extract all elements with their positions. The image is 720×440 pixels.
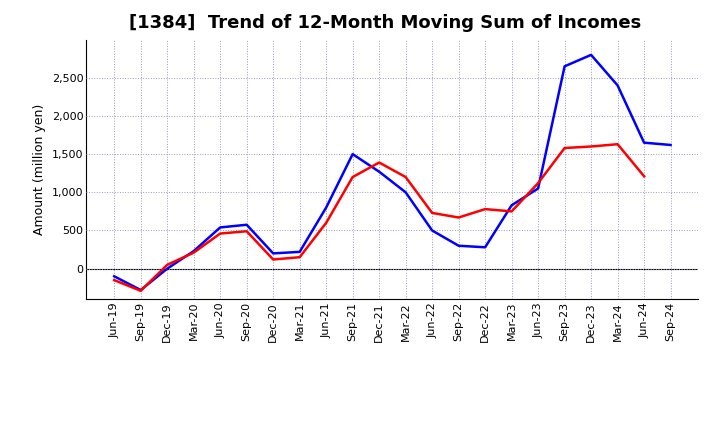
- Ordinary Income: [428, 228, 436, 233]
- Ordinary Income: [295, 249, 304, 254]
- Net Income: [534, 180, 542, 186]
- Ordinary Income: [481, 245, 490, 250]
- Ordinary Income: [666, 142, 675, 147]
- Line: Net Income: Net Income: [114, 144, 644, 291]
- Net Income: [560, 145, 569, 150]
- Net Income: [295, 255, 304, 260]
- Text: [1384]  Trend of 12-Month Moving Sum of Incomes: [1384] Trend of 12-Month Moving Sum of I…: [130, 15, 642, 33]
- Net Income: [269, 257, 277, 262]
- Ordinary Income: [110, 274, 119, 279]
- Ordinary Income: [243, 222, 251, 227]
- Ordinary Income: [560, 64, 569, 69]
- Ordinary Income: [508, 203, 516, 208]
- Net Income: [454, 215, 463, 220]
- Net Income: [348, 174, 357, 180]
- Net Income: [401, 174, 410, 180]
- Y-axis label: Amount (million yen): Amount (million yen): [33, 104, 47, 235]
- Ordinary Income: [269, 251, 277, 256]
- Ordinary Income: [322, 205, 330, 210]
- Net Income: [640, 174, 649, 179]
- Ordinary Income: [613, 83, 622, 88]
- Net Income: [322, 220, 330, 225]
- Ordinary Income: [454, 243, 463, 249]
- Ordinary Income: [348, 151, 357, 157]
- Ordinary Income: [640, 140, 649, 145]
- Ordinary Income: [401, 190, 410, 195]
- Net Income: [110, 278, 119, 283]
- Ordinary Income: [587, 52, 595, 58]
- Net Income: [216, 231, 225, 236]
- Net Income: [613, 142, 622, 147]
- Net Income: [428, 210, 436, 216]
- Net Income: [243, 229, 251, 234]
- Net Income: [508, 209, 516, 214]
- Ordinary Income: [163, 266, 171, 271]
- Line: Ordinary Income: Ordinary Income: [114, 55, 670, 290]
- Net Income: [375, 160, 384, 165]
- Ordinary Income: [136, 287, 145, 293]
- Net Income: [481, 206, 490, 212]
- Net Income: [163, 262, 171, 268]
- Net Income: [189, 250, 198, 255]
- Net Income: [587, 144, 595, 149]
- Ordinary Income: [375, 169, 384, 174]
- Net Income: [136, 288, 145, 293]
- Ordinary Income: [534, 186, 542, 191]
- Ordinary Income: [216, 225, 225, 230]
- Ordinary Income: [189, 249, 198, 254]
